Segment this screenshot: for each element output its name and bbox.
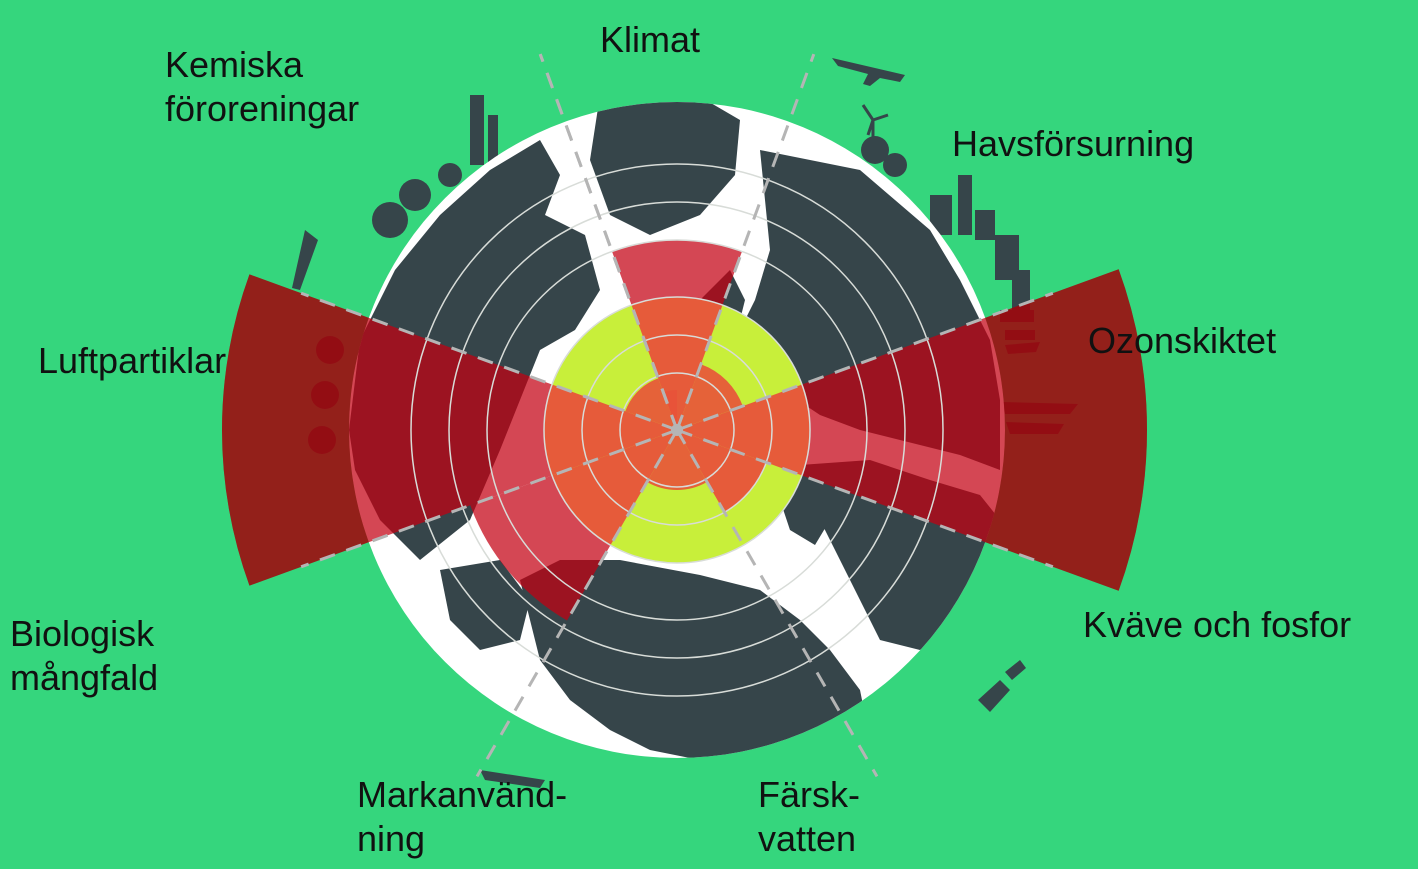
wedge-center	[625, 378, 677, 430]
divider-line	[475, 429, 679, 778]
label-luftpartiklar: Luftpartiklar	[38, 340, 227, 381]
factory-icon	[958, 175, 972, 235]
factory-icon	[930, 195, 952, 235]
wedge-center	[677, 364, 743, 430]
label-ozonskiktet: Ozonskiktet	[1088, 320, 1277, 361]
ring-line	[448, 201, 906, 659]
factory-icon	[975, 210, 995, 240]
divider-line	[676, 428, 1054, 569]
tree-icon	[372, 202, 408, 238]
tree-icon	[861, 136, 889, 164]
wedge-outside-globe	[222, 274, 369, 586]
airplane-icon	[480, 770, 545, 788]
ring-line	[486, 239, 868, 621]
tree-icon	[438, 163, 462, 187]
divider-line	[300, 428, 678, 569]
label-farskvatten: Färsk- vatten	[758, 774, 860, 859]
label-klimat: Klimat	[600, 19, 701, 60]
land-mass	[590, 102, 740, 235]
wedge-uncertain	[552, 430, 677, 546]
ring-line	[581, 334, 773, 526]
wedge-uncertain	[677, 384, 810, 476]
ring-line	[543, 296, 811, 564]
wedge-high-risk	[612, 240, 742, 306]
label-kemiska-fororeningar: Kemiska föroreningar	[165, 44, 360, 129]
divider-line	[538, 53, 679, 431]
divider-line	[675, 53, 816, 431]
wind-turbine-icon	[861, 104, 889, 136]
wedge-outside-globe	[985, 269, 1147, 591]
wedge-uncertain	[631, 296, 723, 430]
wedge-uncertain	[544, 384, 677, 476]
tree-icon	[883, 153, 907, 177]
boundary-wedges	[222, 240, 1147, 621]
wedge-center	[647, 430, 707, 490]
divider-line	[300, 291, 678, 432]
divider-lines	[300, 53, 1054, 778]
satellite-icon	[978, 660, 1026, 712]
label-kvave-och-fosfor: Kväve och fosfor	[1083, 604, 1352, 645]
label-havsforsurning: Havsförsurning	[952, 123, 1195, 164]
factory-icon	[1012, 270, 1030, 310]
divider-line	[676, 291, 1054, 432]
ring-line	[410, 163, 944, 697]
tree-icon	[399, 179, 431, 211]
factory-icon	[470, 95, 484, 165]
center-point	[671, 424, 683, 436]
label-markanvandning: Markanvänd- ning	[357, 774, 568, 859]
label-biologisk-mangfald: Biologisk mångfald	[10, 613, 159, 698]
airplane-icon	[832, 58, 905, 86]
divider-line	[675, 429, 879, 778]
factory-icon	[488, 115, 498, 170]
ring-lines	[410, 163, 944, 697]
ring-line	[619, 372, 735, 488]
wedge-uncertain	[677, 430, 767, 513]
airplane-icon	[292, 230, 318, 290]
